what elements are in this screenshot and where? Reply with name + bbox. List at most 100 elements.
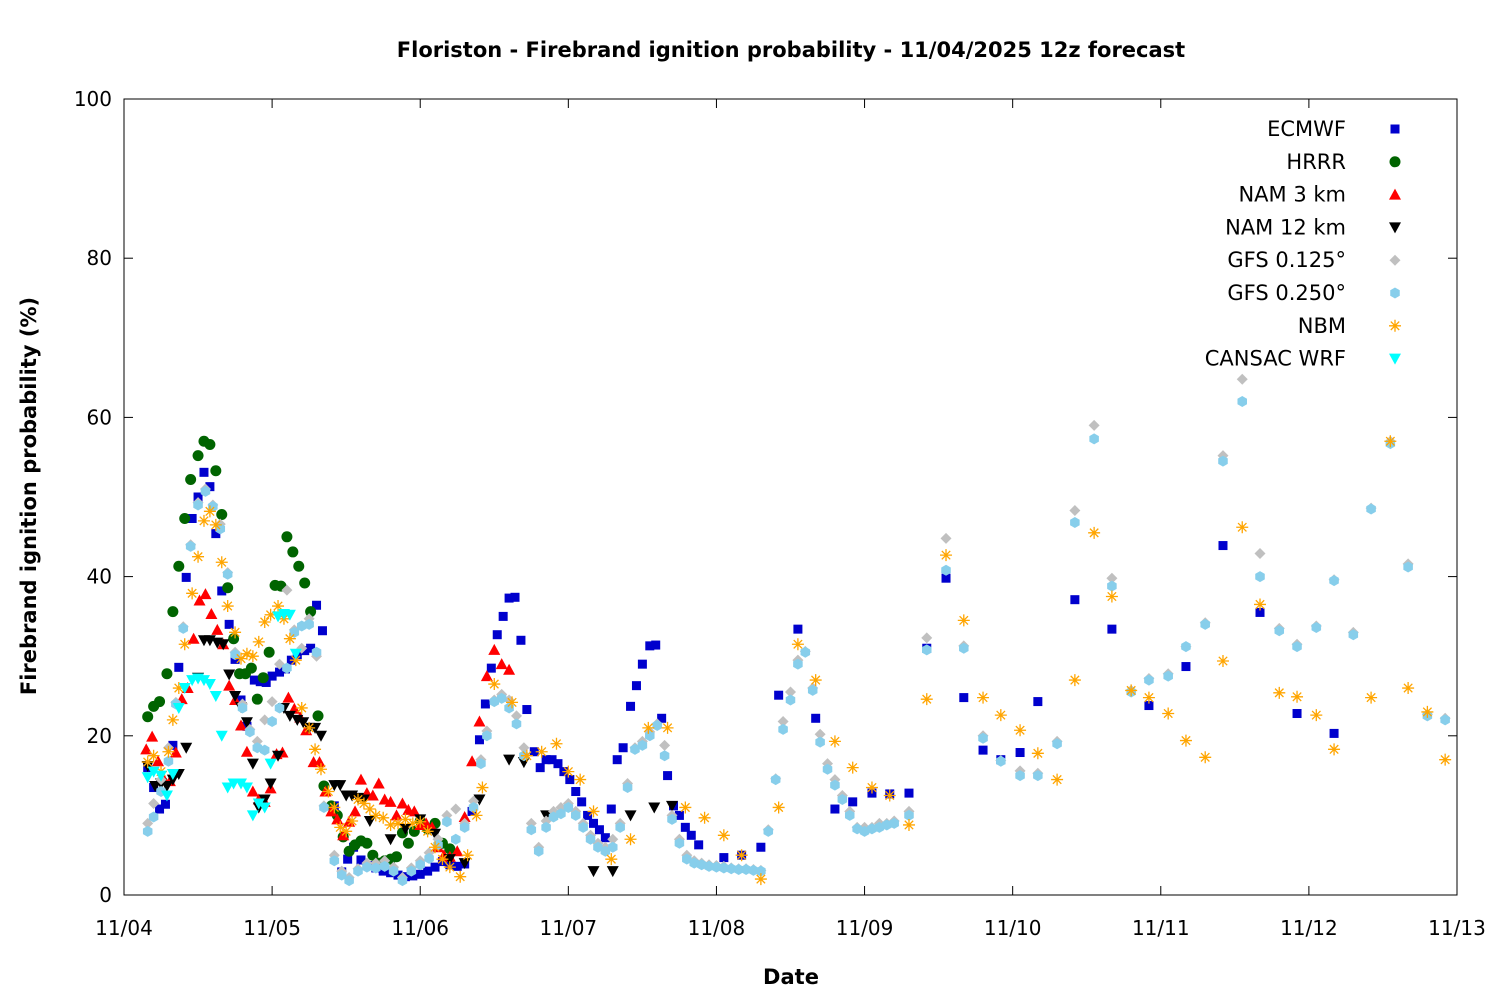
data-point <box>252 742 263 754</box>
y-tick-label: 0 <box>99 883 112 907</box>
data-point <box>209 691 222 702</box>
data-point <box>309 743 322 756</box>
data-point <box>844 809 855 821</box>
legend-marker <box>1389 353 1401 365</box>
data-point <box>902 818 915 831</box>
data-point <box>1031 747 1044 760</box>
data-point <box>178 683 191 695</box>
data-point <box>612 755 622 765</box>
data-point <box>1273 686 1286 699</box>
y-axis-label: Firebrand ignition probability (%) <box>17 297 41 695</box>
data-point <box>392 817 405 830</box>
data-point <box>178 638 191 651</box>
data-point <box>249 675 259 685</box>
data-point <box>263 646 275 658</box>
data-point <box>289 626 300 638</box>
data-point <box>631 681 641 691</box>
data-point <box>578 821 588 833</box>
data-point <box>1014 724 1027 737</box>
data-point <box>704 860 714 872</box>
data-point <box>274 702 285 714</box>
data-point <box>719 862 729 874</box>
data-point <box>293 560 305 572</box>
data-point <box>492 630 502 640</box>
data-point <box>314 730 327 742</box>
data-point <box>296 620 307 632</box>
data-point <box>793 624 803 634</box>
legend-label: GFS 0.125° <box>1227 248 1346 272</box>
data-point <box>1329 728 1339 738</box>
data-point <box>682 853 692 865</box>
data-point <box>1142 691 1155 704</box>
data-point <box>1179 734 1192 747</box>
data-point <box>429 841 442 854</box>
data-point <box>185 473 197 485</box>
data-point <box>152 755 165 767</box>
data-point <box>424 852 434 864</box>
data-point <box>272 750 285 762</box>
data-point <box>354 773 367 785</box>
data-point <box>637 739 648 751</box>
data-point <box>587 866 600 878</box>
data-point <box>306 643 316 653</box>
data-point <box>388 865 399 877</box>
data-point <box>874 821 885 833</box>
data-point <box>867 823 877 835</box>
data-point <box>197 514 210 527</box>
data-point <box>694 840 704 850</box>
data-point <box>1254 598 1267 611</box>
data-point <box>240 782 253 794</box>
data-point <box>174 662 184 672</box>
data-point <box>1200 618 1210 630</box>
data-point <box>941 564 951 576</box>
y-tick-label: 60 <box>87 405 112 429</box>
data-point <box>229 626 242 639</box>
data-point <box>940 549 953 562</box>
data-point <box>473 715 486 727</box>
data-point <box>454 870 467 883</box>
data-point <box>281 531 293 543</box>
data-point <box>224 619 234 629</box>
data-point <box>754 873 767 886</box>
data-point <box>146 730 159 742</box>
data-point <box>624 810 637 822</box>
data-point <box>246 650 259 663</box>
data-point <box>1254 548 1266 560</box>
data-point <box>1439 753 1452 766</box>
data-point <box>562 765 575 778</box>
data-point <box>399 813 412 826</box>
data-point <box>283 609 296 621</box>
data-point <box>402 837 414 849</box>
data-point <box>297 717 310 729</box>
data-point <box>1366 503 1376 515</box>
data-point <box>696 859 707 871</box>
x-tick-label: 11/12 <box>1280 916 1338 940</box>
legend-label: CANSAC WRF <box>1205 347 1346 371</box>
data-point <box>408 871 418 881</box>
data-point <box>217 639 230 651</box>
data-point <box>443 861 456 874</box>
data-point <box>1163 670 1173 682</box>
data-point <box>148 811 159 823</box>
data-point <box>289 648 302 660</box>
data-point <box>541 821 551 833</box>
data-point <box>785 686 796 698</box>
data-point <box>548 811 559 823</box>
data-point <box>421 825 434 838</box>
data-point <box>503 754 516 766</box>
data-point <box>179 512 191 524</box>
data-point <box>166 769 179 781</box>
data-point <box>352 793 365 806</box>
legend-label: GFS 0.250° <box>1227 281 1346 305</box>
data-point <box>488 643 501 655</box>
data-point <box>451 845 464 857</box>
data-point <box>777 715 789 727</box>
data-point <box>185 540 196 552</box>
data-point <box>329 855 340 867</box>
data-point <box>624 833 637 846</box>
data-point <box>377 811 390 824</box>
data-point <box>168 740 178 750</box>
data-point <box>574 773 587 786</box>
legend-label: NAM 3 km <box>1238 183 1346 207</box>
data-point <box>959 693 969 703</box>
